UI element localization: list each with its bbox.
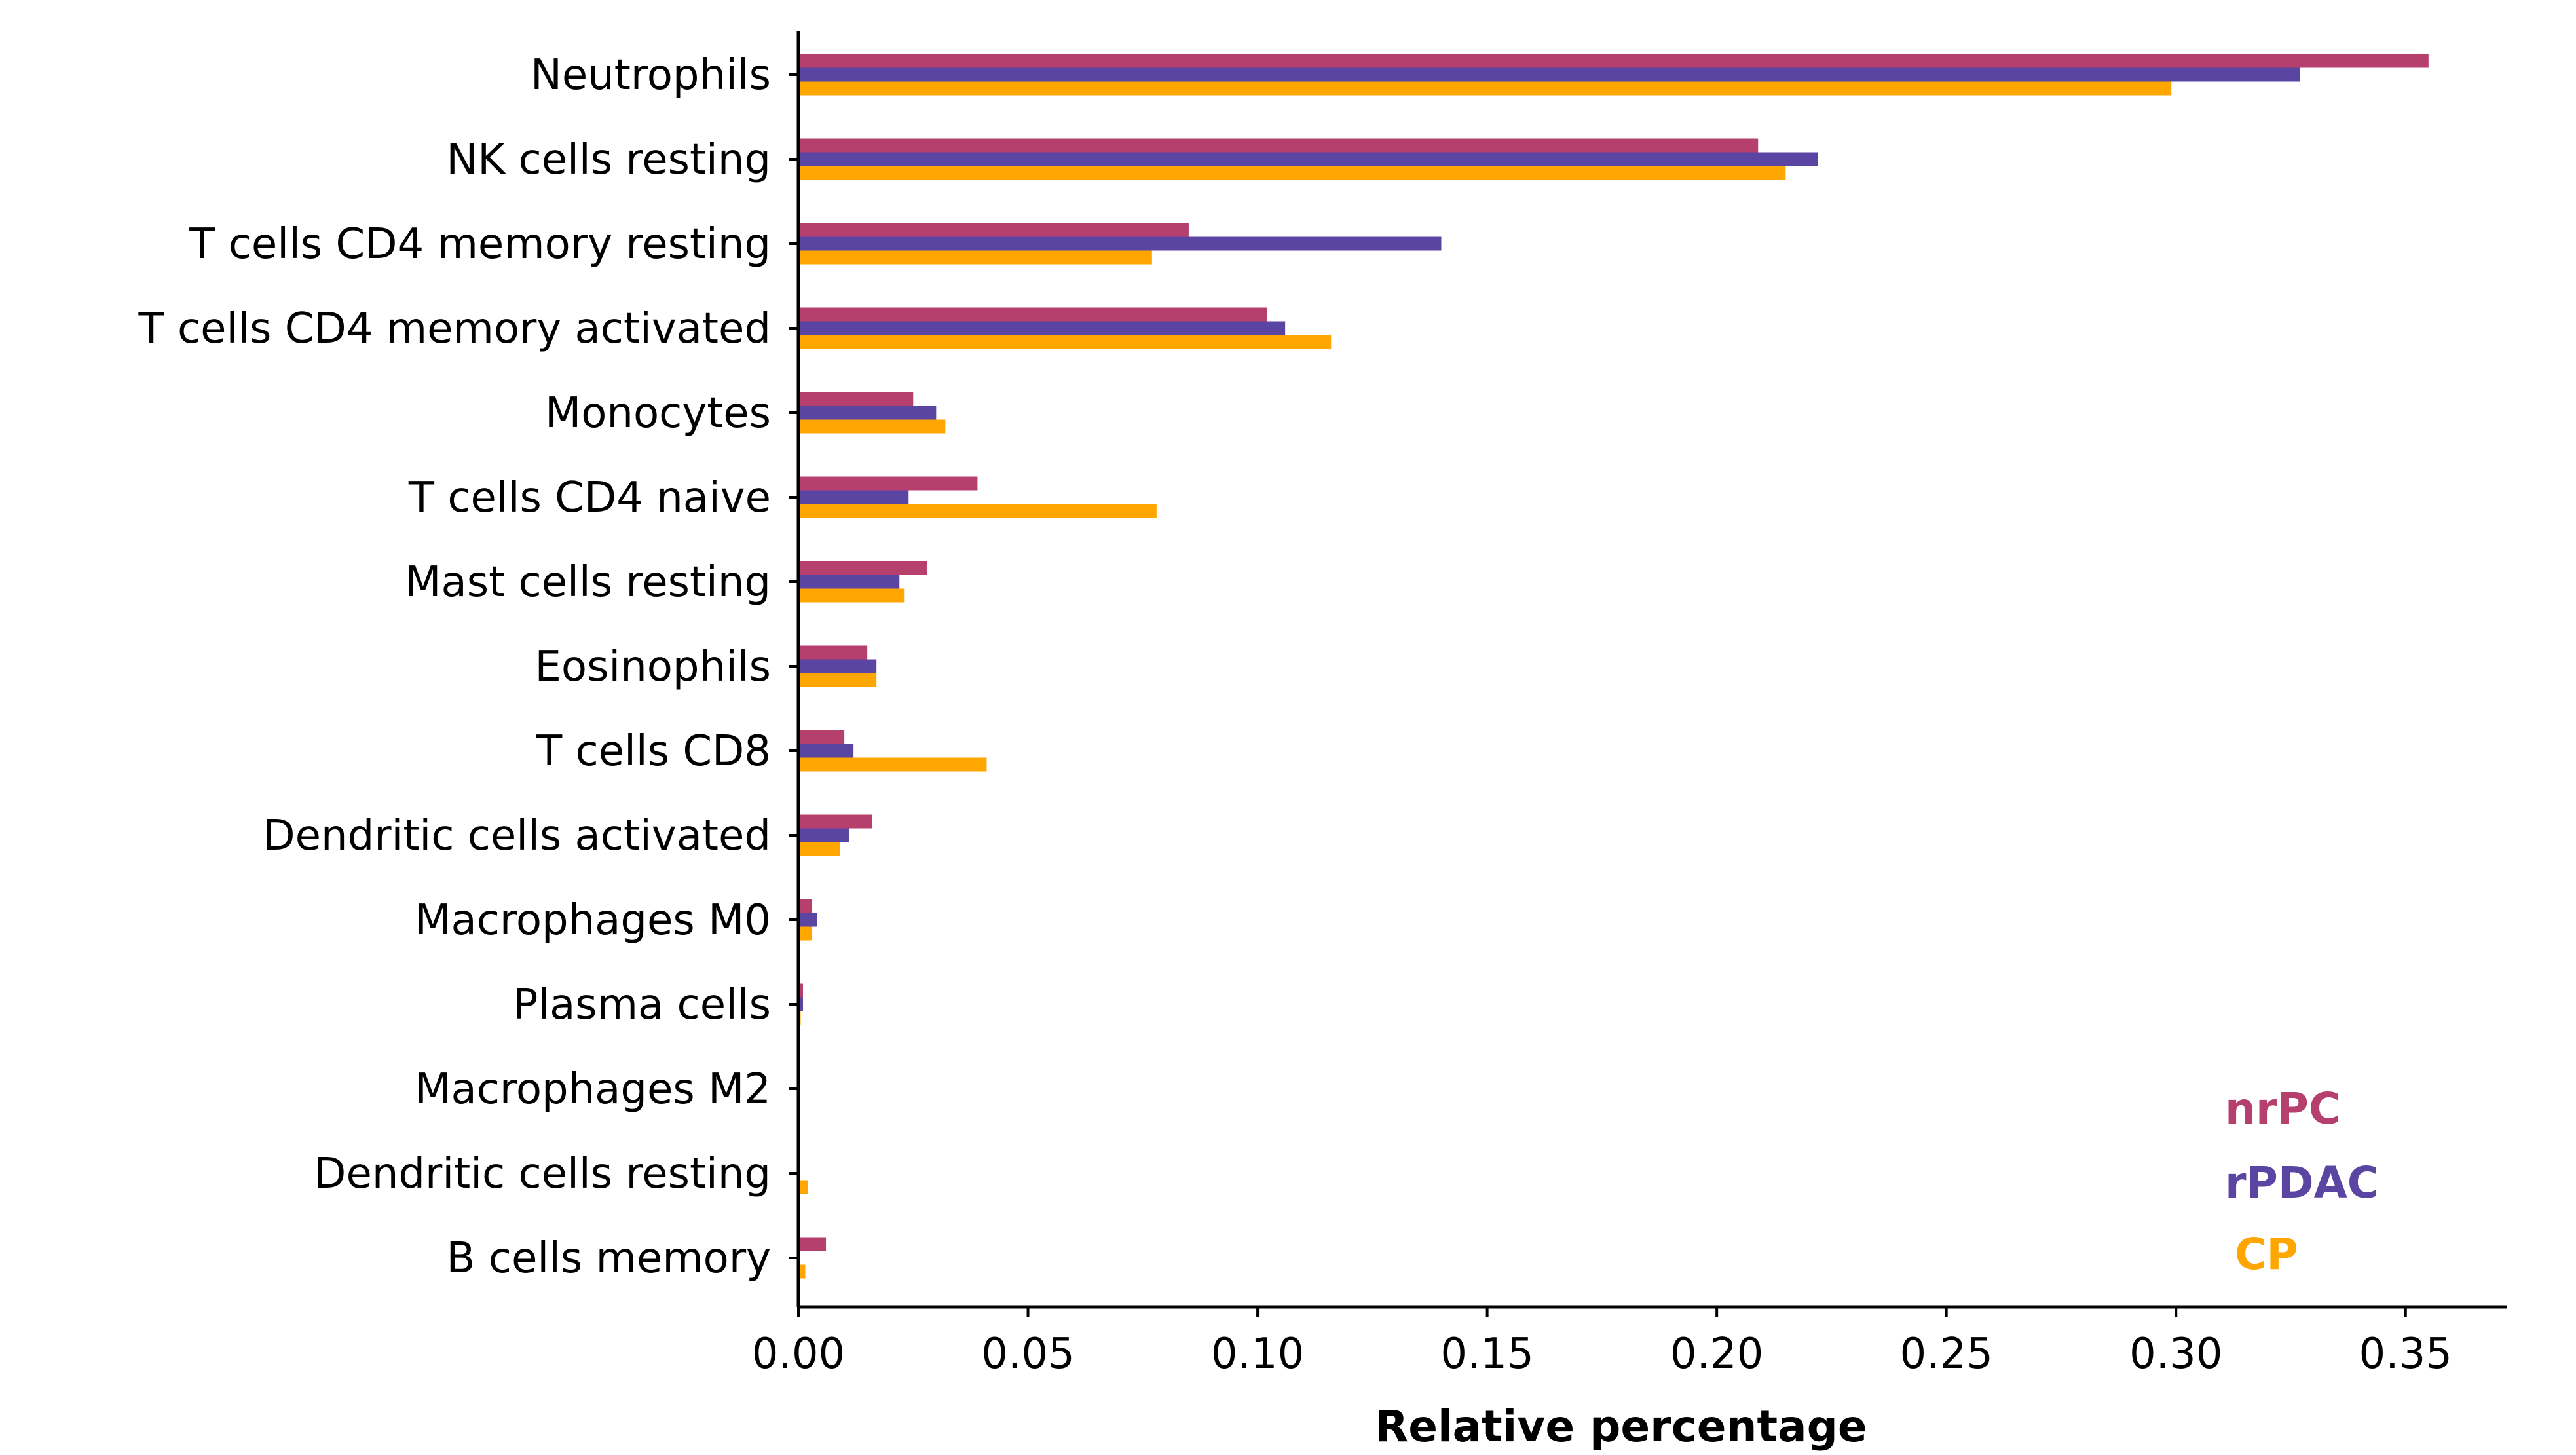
bar-rpdac-2 xyxy=(798,236,1442,251)
bar-cp-9 xyxy=(798,842,840,856)
category-label-5: T cells CD4 naive xyxy=(408,474,771,522)
category-label-3: T cells CD4 memory activated xyxy=(138,305,772,353)
x-tick-label-4: 0.20 xyxy=(1670,1330,1764,1378)
x-tick-label-3: 0.15 xyxy=(1440,1330,1534,1378)
bar-nrpc-7 xyxy=(798,645,868,660)
bar-cp-8 xyxy=(798,757,987,772)
bar-nrpc-6 xyxy=(798,561,927,575)
category-label-4: Monocytes xyxy=(545,389,771,438)
category-label-8: T cells CD8 xyxy=(536,727,771,776)
x-axis-title: Relative percentage xyxy=(1375,1401,1867,1452)
bar-cp-3 xyxy=(798,335,1332,349)
bar-rpdac-4 xyxy=(798,406,937,420)
bars-group xyxy=(798,54,2429,1279)
x-tick-label-1: 0.05 xyxy=(981,1330,1075,1378)
bar-cp-4 xyxy=(798,419,946,434)
bar-nrpc-3 xyxy=(798,307,1267,322)
bar-cp-6 xyxy=(798,588,905,603)
category-label-10: Macrophages M0 xyxy=(415,896,771,945)
bar-cp-2 xyxy=(798,250,1152,265)
bar-nrpc-5 xyxy=(798,476,978,491)
bar-rpdac-5 xyxy=(798,490,909,504)
bar-rpdac-9 xyxy=(798,828,849,842)
bar-nrpc-14 xyxy=(798,1237,827,1251)
x-axis-ticks: 0.00 0.05 0.10 0.15 0.20 0.25 0.30 0.35 xyxy=(752,1307,2452,1378)
category-label-2: T cells CD4 memory resting xyxy=(189,220,771,269)
legend-entry-rpdac: rPDAC xyxy=(2225,1158,2379,1208)
bar-cp-13 xyxy=(798,1180,808,1194)
x-tick-label-5: 0.25 xyxy=(1899,1330,1993,1378)
category-label-11: Plasma cells xyxy=(513,981,771,1029)
bar-nrpc-2 xyxy=(798,223,1189,237)
bar-nrpc-11 xyxy=(798,983,804,998)
bar-cp-14 xyxy=(798,1264,806,1279)
bar-rpdac-11 xyxy=(798,997,804,1011)
bar-nrpc-0 xyxy=(798,54,2429,68)
bar-cp-7 xyxy=(798,673,877,687)
legend: nrPC rPDAC CP xyxy=(2225,1084,2379,1279)
bar-nrpc-1 xyxy=(798,138,1759,153)
x-tick-label-2: 0.10 xyxy=(1211,1330,1305,1378)
bar-rpdac-6 xyxy=(798,575,900,589)
bar-nrpc-10 xyxy=(798,899,813,913)
category-label-14: B cells memory xyxy=(447,1234,771,1283)
x-tick-label-6: 0.30 xyxy=(2129,1330,2223,1378)
bar-nrpc-4 xyxy=(798,392,914,406)
category-label-1: NK cells resting xyxy=(446,136,771,184)
bar-nrpc-8 xyxy=(798,730,845,744)
category-label-9: Dendritic cells activated xyxy=(263,812,771,860)
legend-entry-cp: CP xyxy=(2235,1229,2298,1279)
bar-cp-1 xyxy=(798,166,1786,180)
bar-rpdac-1 xyxy=(798,152,1818,166)
x-tick-label-0: 0.00 xyxy=(752,1330,846,1378)
category-label-0: Neutrophils xyxy=(531,51,771,100)
legend-entry-nrpc: nrPC xyxy=(2225,1084,2340,1134)
bar-rpdac-7 xyxy=(798,659,877,673)
category-label-7: Eosinophils xyxy=(534,643,771,691)
bar-nrpc-9 xyxy=(798,814,872,829)
bar-cp-10 xyxy=(798,926,813,941)
bar-rpdac-8 xyxy=(798,744,854,758)
bar-cp-5 xyxy=(798,504,1157,518)
category-label-6: Mast cells resting xyxy=(405,558,771,607)
bar-cp-0 xyxy=(798,81,2172,96)
y-axis-labels: Neutrophils NK cells resting T cells CD4 m… xyxy=(138,51,798,1283)
bar-rpdac-3 xyxy=(798,321,1286,335)
category-label-13: Dendritic cells resting xyxy=(314,1150,771,1198)
bar-rpdac-10 xyxy=(798,913,817,927)
bar-rpdac-0 xyxy=(798,67,2300,82)
category-label-12: Macrophages M2 xyxy=(415,1065,771,1114)
x-tick-label-7: 0.35 xyxy=(2359,1330,2453,1378)
